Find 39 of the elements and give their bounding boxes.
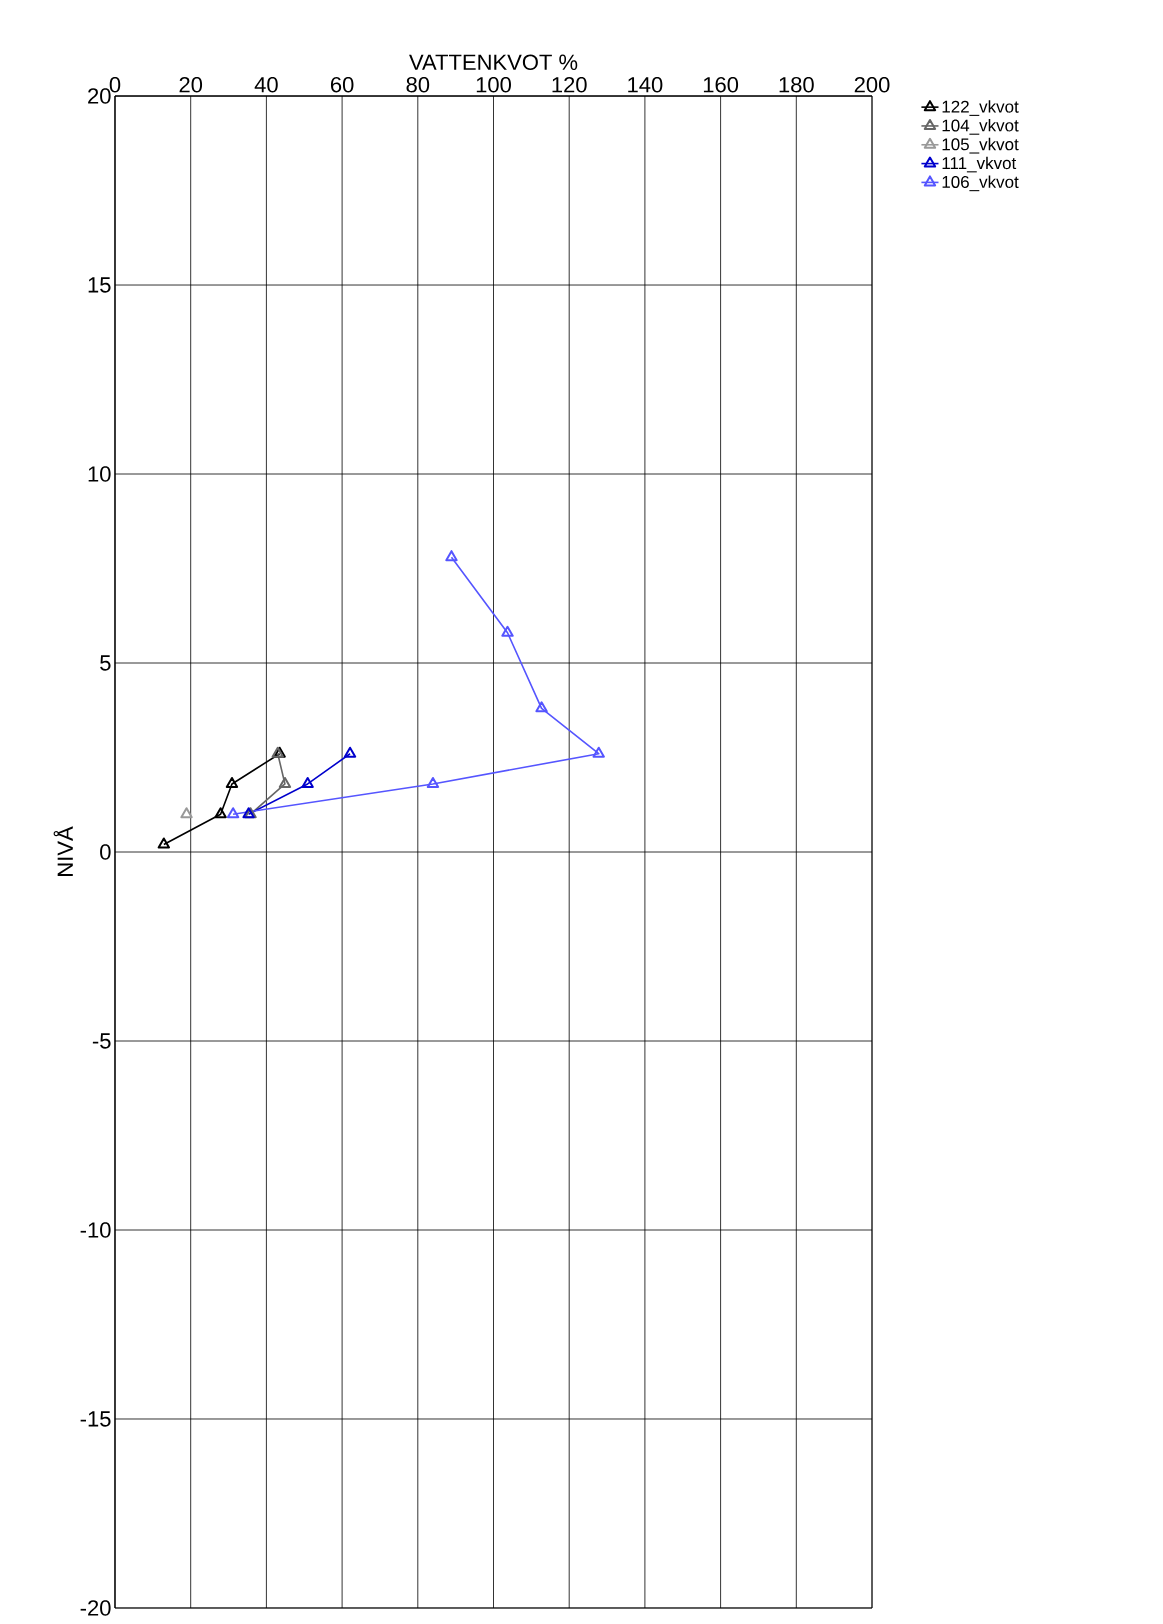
point <box>157 837 171 849</box>
x-tick-label: 180 <box>779 76 814 93</box>
point <box>226 807 240 819</box>
x-tick-label: 200 <box>854 76 890 93</box>
legend-label: 105_vkvot <box>942 137 1019 154</box>
legend-label: 111_vkvot <box>942 156 1017 173</box>
y-tick-label: 0 <box>100 844 111 860</box>
x-tick-label: 140 <box>628 76 663 93</box>
legend-label: 106_vkvot <box>942 175 1019 192</box>
x-tick-label: 120 <box>552 76 587 93</box>
legend-label: 122_vkvot <box>942 100 1019 116</box>
point <box>278 776 292 788</box>
point <box>343 746 357 758</box>
x-tick-label: 100 <box>476 76 511 93</box>
point <box>301 776 314 788</box>
point <box>592 746 605 758</box>
x-axis-title: VATTENKVOT % <box>409 54 578 71</box>
x-tick-label: 40 <box>254 76 278 93</box>
y-tick-label: 5 <box>100 655 111 671</box>
y-tick-label: 15 <box>88 277 111 293</box>
x-tick-label: 80 <box>406 76 430 93</box>
y-tick-label: -5 <box>92 1033 111 1049</box>
y-tick-label: -15 <box>80 1411 111 1427</box>
y-tick-label: 10 <box>88 466 111 482</box>
y-tick-label: -20 <box>80 1600 111 1616</box>
x-tick-label: 20 <box>179 76 203 93</box>
point <box>225 776 239 788</box>
x-tick-label: 160 <box>703 76 739 93</box>
y-tick-label: 20 <box>88 88 111 104</box>
y-tick-label: -10 <box>80 1222 111 1238</box>
point <box>501 625 514 637</box>
point <box>535 701 548 713</box>
point <box>426 776 440 788</box>
x-tick-label: 60 <box>330 76 354 93</box>
point <box>214 807 227 819</box>
y-axis-title: NIVÅ <box>53 826 73 876</box>
legend-label: 104_vkvot <box>942 119 1019 135</box>
point <box>180 807 193 819</box>
point <box>445 550 458 562</box>
